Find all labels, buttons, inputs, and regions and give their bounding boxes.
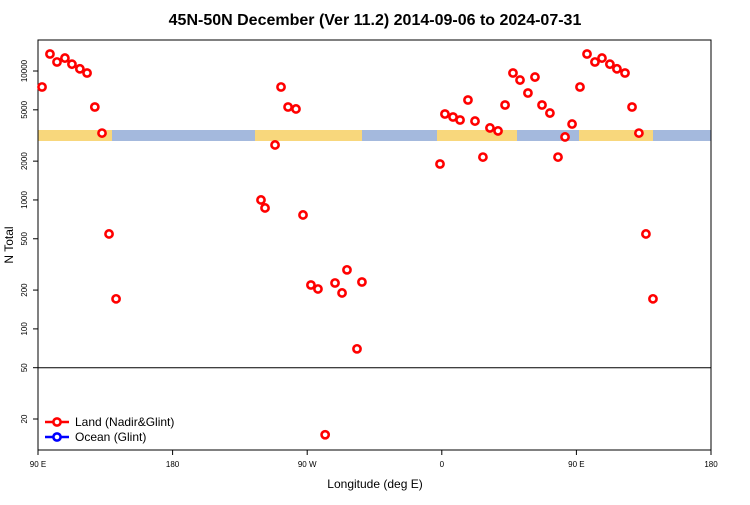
data-point (582, 49, 592, 59)
x-tick-label: 90 E (568, 460, 584, 469)
data-point (330, 278, 340, 288)
data-point (342, 264, 352, 275)
data-point (627, 102, 637, 112)
y-tick-label: 1000 (20, 191, 29, 209)
data-point (97, 128, 107, 138)
data-point (435, 159, 445, 169)
data-point (260, 203, 270, 213)
ocean-band (362, 130, 437, 141)
data-point (82, 68, 92, 78)
data-point (270, 140, 280, 150)
data-point (597, 53, 607, 63)
x-tick-label: 180 (166, 460, 180, 469)
data-point (575, 82, 585, 92)
data-point (74, 63, 85, 74)
x-tick-label: 90 W (298, 460, 317, 469)
data-point (508, 68, 518, 78)
data-point (567, 119, 577, 129)
data-point (89, 102, 100, 112)
data-point (291, 104, 301, 114)
y-tick-label: 5000 (20, 100, 29, 118)
data-point (605, 59, 615, 70)
data-point (111, 293, 121, 304)
data-point (648, 293, 658, 304)
data-point (283, 102, 293, 112)
x-tick-label: 0 (440, 460, 445, 469)
data-point (256, 195, 266, 205)
data-point (52, 57, 62, 67)
data-point (45, 49, 55, 59)
data-point (37, 82, 47, 92)
ocean-band (517, 130, 579, 141)
data-point (530, 72, 540, 82)
data-point (357, 277, 367, 287)
data-point (515, 75, 525, 85)
y-tick-label: 50 (20, 363, 29, 372)
legend-label: Land (Nadir&Glint) (75, 415, 174, 429)
data-point (463, 95, 473, 105)
data-point (493, 126, 503, 136)
data-point (590, 57, 600, 67)
y-tick-label: 2000 (20, 152, 29, 170)
y-tick-label: 10000 (20, 59, 29, 82)
x-tick-label: 90 E (30, 460, 46, 469)
data-point (67, 59, 77, 70)
legend-swatch-marker (52, 417, 62, 427)
y-tick-label: 200 (20, 283, 29, 297)
data-point (537, 100, 547, 110)
y-tick-label: 20 (20, 414, 29, 423)
data-point (306, 280, 316, 290)
data-point (641, 229, 651, 239)
data-point (298, 210, 308, 220)
data-point (612, 63, 622, 74)
data-point (104, 229, 114, 239)
data-point (478, 152, 488, 162)
data-point (455, 115, 465, 125)
plot-frame (37, 39, 712, 451)
y-tick-label: 100 (20, 322, 29, 336)
y-axis-label: N Total (2, 226, 16, 263)
data-point (352, 343, 362, 354)
data-point (634, 128, 644, 138)
data-point (313, 284, 323, 294)
data-point (545, 108, 555, 118)
data-point (523, 88, 533, 98)
x-axis-label: Longitude (deg E) (327, 477, 422, 491)
data-point (560, 132, 570, 142)
data-point (276, 82, 286, 92)
data-point (60, 53, 70, 63)
data-point (470, 116, 480, 126)
data-point (337, 288, 347, 298)
data-point (320, 429, 331, 440)
chart-title: 45N-50N December (Ver 11.2) 2014-09-06 t… (169, 12, 582, 29)
legend-label: Ocean (Glint) (75, 430, 146, 444)
y-tick-label: 500 (20, 232, 29, 246)
data-point (553, 152, 563, 162)
x-tick-label: 180 (704, 460, 718, 469)
ocean-band (112, 130, 255, 141)
data-point (500, 100, 510, 110)
ocean-band (653, 130, 711, 141)
surface-band (38, 130, 711, 141)
data-point (485, 123, 495, 133)
data-point (440, 109, 450, 119)
data-point (620, 68, 630, 78)
legend-swatch-marker (52, 432, 62, 442)
